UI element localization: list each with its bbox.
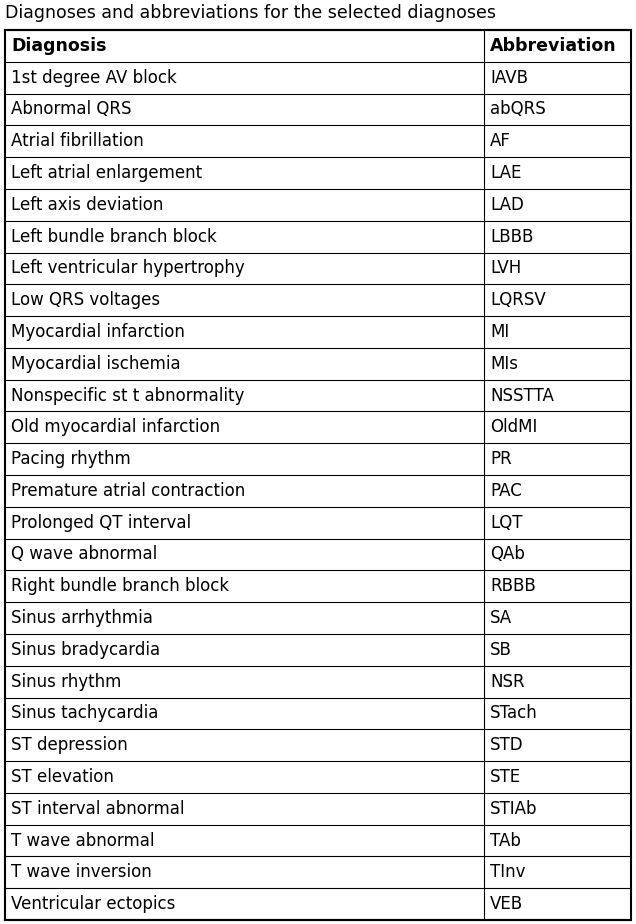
- Text: Old myocardial infarction: Old myocardial infarction: [11, 419, 220, 436]
- Text: 1st degree AV block: 1st degree AV block: [11, 68, 177, 87]
- Text: ST elevation: ST elevation: [11, 768, 114, 786]
- Text: Sinus arrhythmia: Sinus arrhythmia: [11, 609, 153, 627]
- Text: AF: AF: [490, 132, 511, 151]
- Text: Diagnoses and abbreviations for the selected diagnoses: Diagnoses and abbreviations for the sele…: [5, 4, 496, 22]
- Text: RBBB: RBBB: [490, 578, 536, 595]
- Text: Prolonged QT interval: Prolonged QT interval: [11, 514, 191, 531]
- Text: Ventricular ectopics: Ventricular ectopics: [11, 895, 176, 913]
- Text: Abnormal QRS: Abnormal QRS: [11, 101, 132, 118]
- Text: MIs: MIs: [490, 355, 518, 372]
- Text: LVH: LVH: [490, 260, 521, 277]
- Text: QAb: QAb: [490, 545, 525, 564]
- Text: LAE: LAE: [490, 164, 522, 182]
- Text: Left axis deviation: Left axis deviation: [11, 196, 163, 213]
- Text: T wave inversion: T wave inversion: [11, 863, 152, 881]
- Text: LQT: LQT: [490, 514, 522, 531]
- Text: Pacing rhythm: Pacing rhythm: [11, 450, 131, 468]
- Text: abQRS: abQRS: [490, 101, 546, 118]
- Text: Diagnosis: Diagnosis: [11, 37, 106, 55]
- Text: ST interval abnormal: ST interval abnormal: [11, 800, 184, 818]
- Text: NSSTTA: NSSTTA: [490, 386, 554, 405]
- Text: STach: STach: [490, 704, 537, 723]
- Text: Q wave abnormal: Q wave abnormal: [11, 545, 157, 564]
- Text: LAD: LAD: [490, 196, 524, 213]
- Text: Left atrial enlargement: Left atrial enlargement: [11, 164, 202, 182]
- Text: TInv: TInv: [490, 863, 525, 881]
- Text: Myocardial ischemia: Myocardial ischemia: [11, 355, 181, 372]
- Text: ST depression: ST depression: [11, 736, 128, 754]
- Text: SB: SB: [490, 641, 512, 659]
- Text: Right bundle branch block: Right bundle branch block: [11, 578, 229, 595]
- Text: Sinus tachycardia: Sinus tachycardia: [11, 704, 158, 723]
- Text: Nonspecific st t abnormality: Nonspecific st t abnormality: [11, 386, 244, 405]
- Text: MI: MI: [490, 323, 509, 341]
- Text: Left ventricular hypertrophy: Left ventricular hypertrophy: [11, 260, 245, 277]
- Text: PR: PR: [490, 450, 511, 468]
- Text: T wave abnormal: T wave abnormal: [11, 832, 155, 849]
- Text: LBBB: LBBB: [490, 227, 533, 246]
- Text: Atrial fibrillation: Atrial fibrillation: [11, 132, 144, 151]
- Text: Abbreviation: Abbreviation: [490, 37, 616, 55]
- Text: PAC: PAC: [490, 482, 522, 500]
- Text: LQRSV: LQRSV: [490, 291, 546, 310]
- Text: NSR: NSR: [490, 673, 525, 690]
- Text: Sinus bradycardia: Sinus bradycardia: [11, 641, 160, 659]
- Text: Low QRS voltages: Low QRS voltages: [11, 291, 160, 310]
- Text: Left bundle branch block: Left bundle branch block: [11, 227, 217, 246]
- Text: TAb: TAb: [490, 832, 521, 849]
- Text: Premature atrial contraction: Premature atrial contraction: [11, 482, 245, 500]
- Text: VEB: VEB: [490, 895, 523, 913]
- Text: STE: STE: [490, 768, 521, 786]
- Text: Sinus rhythm: Sinus rhythm: [11, 673, 121, 690]
- Text: OldMI: OldMI: [490, 419, 537, 436]
- Text: IAVB: IAVB: [490, 68, 528, 87]
- Text: Myocardial infarction: Myocardial infarction: [11, 323, 185, 341]
- Text: SA: SA: [490, 609, 512, 627]
- Text: STIAb: STIAb: [490, 800, 537, 818]
- Text: STD: STD: [490, 736, 523, 754]
